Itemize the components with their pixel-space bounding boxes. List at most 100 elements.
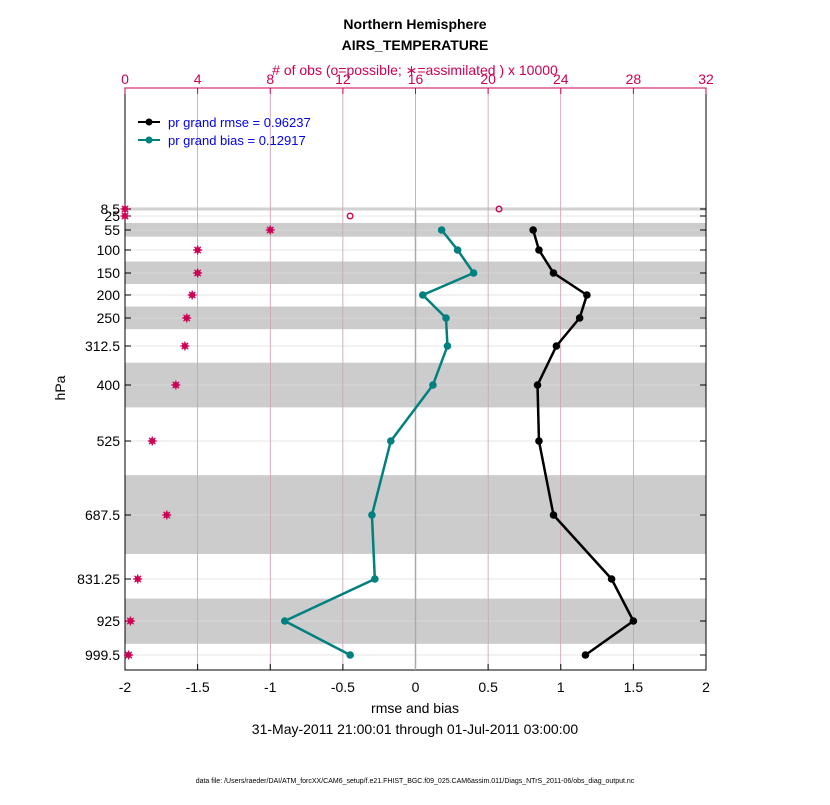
bias-point [418,291,427,299]
y-tick-label: 831.25 [77,571,120,587]
y-tick-label: 999.5 [85,647,120,663]
obs-assimilated-stroke [188,291,196,299]
y-tick-label: 25 [104,208,120,224]
x-tick-label: -2 [119,679,132,695]
obs-assimilated-marker [147,436,157,446]
x-tick-label: 0.5 [478,679,498,695]
x-tick-label: -1.5 [186,679,210,695]
series-markers [280,226,638,659]
chart-title: Northern Hemisphere [343,16,486,32]
x-axis-label: rmse and bias [371,700,459,716]
obs-possible-marker [346,212,354,220]
top-tick-label: 28 [626,71,642,87]
y-tick-label: 100 [97,242,121,258]
obs-assimilated-marker [171,380,181,390]
bias-point [453,246,462,254]
y-tick-label: 55 [104,222,120,238]
top-axis-label: # of obs (o=possible; ∗=assimilated ) x … [272,62,558,78]
legend-rmse-marker [145,118,153,126]
rmse-point [549,269,558,277]
rmse-point [629,617,638,625]
obs-assimilated-stroke [163,511,171,519]
rmse-point [535,246,543,254]
obs-assimilated-stroke [193,269,202,277]
obs-assimilated-stroke [181,342,189,350]
top-tick-labels: 0 4 8 12 16 20 24 28 32 [121,71,714,87]
legend-rmse-label: pr grand rmse = 0.96237 [168,115,311,130]
data-file-footer: data file: /Users/raeder/DAI/ATM_forcXX/… [196,778,635,785]
obs-assimilated-marker [120,211,130,221]
y-tick-label: 8.5 [101,201,121,217]
obs-assimilated-stroke [126,617,135,625]
obs-assimilated-marker [182,313,192,323]
obs-markers [120,204,503,660]
chart-subtitle: AIRS_TEMPERATURE [342,37,489,53]
obs-assimilated-stroke [172,381,180,389]
y-tick-label: 312.5 [85,338,120,354]
obs-assimilated-stroke [121,205,129,213]
x-tick-label: -0.5 [331,679,355,695]
rmse-point [575,314,584,322]
y-tick-label: 250 [97,310,121,326]
top-tick-label: 12 [335,71,351,87]
rmse-point [607,575,616,583]
y-tick-label: 150 [97,265,121,281]
obs-assimilated-marker [120,204,130,214]
bias-point [442,314,450,322]
obs-assimilated-marker [193,245,203,255]
top-tick-label: 8 [266,71,274,87]
obs-assimilated-stroke [193,246,202,254]
rmse-point [549,511,558,519]
y-tick-label: 687.5 [85,507,120,523]
rmse-point [535,437,543,445]
rmse-point [583,291,591,299]
obs-possible-marker [495,205,503,213]
rmse-point [533,381,542,389]
bias-point [371,575,379,583]
obs-assimilated-stroke [134,575,142,583]
y-tick-label: 200 [97,287,121,303]
obs-assimilated-stroke [183,314,191,322]
top-tick-label: 0 [121,71,129,87]
obs-assimilated-stroke [124,651,133,659]
bias-point [280,617,289,625]
series-lines [283,229,635,657]
bias-point [346,651,354,659]
y-axis-label: hPa [52,375,68,400]
top-tick-label: 20 [480,71,496,87]
rmse-point [581,651,590,659]
obs-assimilated-marker [133,574,143,584]
x-tick-label: 2 [702,679,710,695]
x-tick-label: -1 [264,679,277,695]
obs-assimilated-marker [265,225,275,235]
rmse-line [531,229,635,657]
obs-assimilated-stroke [148,437,156,445]
bias-point [387,437,395,445]
obs-assimilated-stroke [121,212,129,220]
y-tick-label: 400 [97,377,121,393]
bias-point [437,226,446,234]
x-tick-label: 1.5 [624,679,644,695]
y-tick-label: 525 [97,433,121,449]
x-tick-label: 0 [412,679,420,695]
legend: pr grand rmse = 0.96237 pr grand bias = … [138,115,311,148]
bias-point [429,381,437,389]
x-tick-labels: -2 -1.5 -1 -0.5 0 0.5 1 1.5 2 [119,679,710,695]
rmse-point [552,342,561,350]
obs-assimilated-marker [125,616,135,626]
top-tick-label: 4 [194,71,202,87]
obs-assimilated-marker [162,510,172,520]
x-tick-label: 1 [557,679,565,695]
rmse-point [529,226,537,234]
obs-assimilated-marker [187,290,197,300]
obs-assimilated-marker [193,268,203,278]
top-tick-label: 16 [408,71,424,87]
bias-point [443,342,452,350]
bias-point [469,269,478,277]
top-tick-label: 24 [553,71,569,87]
bias-point [368,511,376,519]
y-tick-label: 925 [97,613,121,629]
